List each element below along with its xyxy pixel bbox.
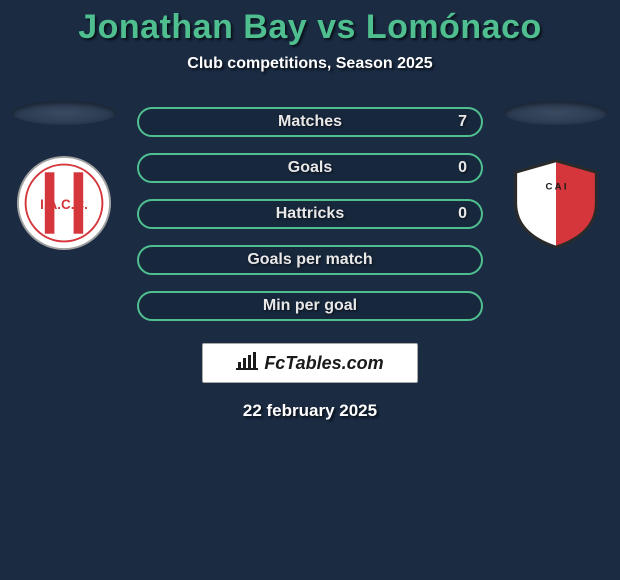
stat-row-matches: Matches 7	[137, 107, 483, 137]
date-label: 22 february 2025	[0, 401, 620, 421]
club-badge-left: I.A.C.C.	[16, 155, 112, 251]
stat-row-goals: Goals 0	[137, 153, 483, 183]
subtitle: Club competitions, Season 2025	[0, 55, 620, 73]
comparison-row: I.A.C.C. Matches 7 Goals 0 Hattricks 0	[0, 101, 620, 321]
source-logo: FcTables.com	[202, 343, 418, 383]
stat-row-hattricks: Hattricks 0	[137, 199, 483, 229]
player-right-avatar	[504, 101, 608, 125]
page-title: Jonathan Bay vs Lomónaco	[0, 8, 620, 47]
comparison-card: Jonathan Bay vs Lomónaco Club competitio…	[0, 0, 620, 421]
club-badge-right: C A I	[508, 155, 604, 251]
stat-label: Matches	[278, 113, 342, 131]
source-logo-text: FcTables.com	[264, 353, 383, 374]
player-left-avatar	[12, 101, 116, 125]
stat-row-min-per-goal: Min per goal	[137, 291, 483, 321]
chart-icon	[236, 352, 258, 375]
stats-column: Matches 7 Goals 0 Hattricks 0 Goals per …	[137, 101, 483, 321]
stat-label: Min per goal	[263, 297, 357, 315]
svg-text:I.A.C.C.: I.A.C.C.	[40, 197, 88, 212]
stat-label: Goals	[288, 159, 332, 177]
player-left-column: I.A.C.C.	[9, 101, 119, 251]
stat-label: Goals per match	[247, 251, 372, 269]
player-right-column: C A I	[501, 101, 611, 251]
stat-right-value: 0	[458, 159, 467, 177]
stat-row-goals-per-match: Goals per match	[137, 245, 483, 275]
svg-text:C A I: C A I	[545, 182, 566, 193]
stat-label: Hattricks	[276, 205, 344, 223]
stat-right-value: 0	[458, 205, 467, 223]
stat-right-value: 7	[458, 113, 467, 131]
